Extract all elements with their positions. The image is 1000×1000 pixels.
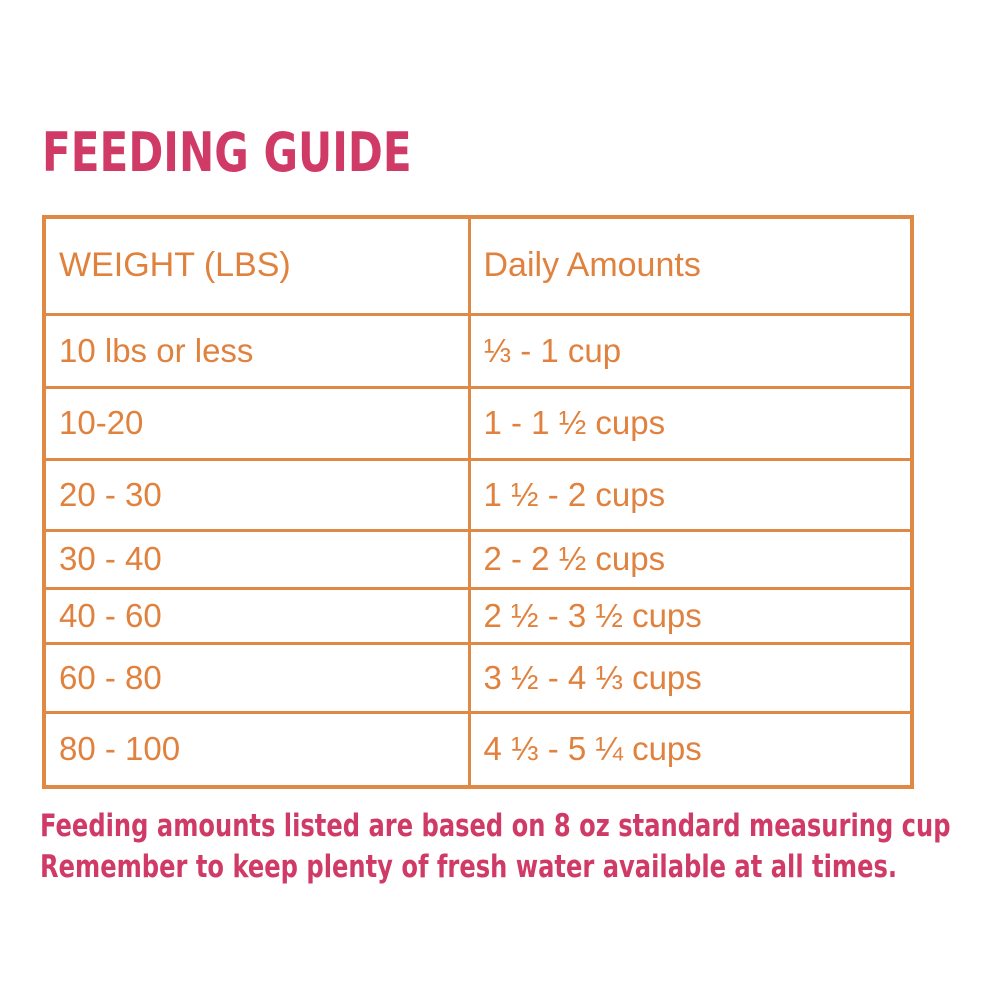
- amount-cell: 2 - 2 ½ cups: [467, 528, 914, 590]
- footer-line-2: Remember to keep plenty of fresh water a…: [40, 849, 898, 885]
- amounts-column-header: Daily Amounts: [467, 215, 914, 316]
- weight-cell: 10 lbs or less: [42, 312, 471, 389]
- weight-cell: 40 - 60: [42, 586, 471, 645]
- amount-cell: ⅓ - 1 cup: [467, 312, 914, 389]
- footer-line-1: Feeding amounts listed are based on 8 oz…: [40, 808, 951, 844]
- weight-cell: 30 - 40: [42, 528, 471, 590]
- footer-note: Feeding amounts listed are based on 8 oz…: [40, 806, 1000, 888]
- weight-column-header: WEIGHT (LBS): [42, 215, 471, 316]
- amount-cell: 2 ½ - 3 ½ cups: [467, 586, 914, 645]
- table-row: 10 lbs or less ⅓ - 1 cup: [42, 312, 914, 389]
- table-row: 60 - 80 3 ½ - 4 ⅓ cups: [42, 641, 914, 714]
- amount-cell: 1 - 1 ½ cups: [467, 385, 914, 461]
- page-title: FEEDING GUIDE: [42, 126, 516, 180]
- feeding-guide-table: WEIGHT (LBS) Daily Amounts 10 lbs or les…: [42, 215, 914, 789]
- weight-cell: 80 - 100: [42, 710, 471, 789]
- weight-cell: 20 - 30: [42, 457, 471, 532]
- table-row: 40 - 60 2 ½ - 3 ½ cups: [42, 586, 914, 645]
- amount-cell: 4 ⅓ - 5 ¼ cups: [467, 710, 914, 789]
- amount-cell: 1 ½ - 2 cups: [467, 457, 914, 532]
- page-title-text: FEEDING GUIDE: [42, 121, 412, 184]
- amount-cell: 3 ½ - 4 ⅓ cups: [467, 641, 914, 714]
- table-row: 20 - 30 1 ½ - 2 cups: [42, 457, 914, 532]
- table-body: 10 lbs or less ⅓ - 1 cup 10-20 1 - 1 ½ cups…: [42, 312, 914, 789]
- table-row: 80 - 100 4 ⅓ - 5 ¼ cups: [42, 710, 914, 789]
- weight-cell: 60 - 80: [42, 641, 471, 714]
- table-row: 30 - 40 2 - 2 ½ cups: [42, 528, 914, 590]
- weight-cell: 10-20: [42, 385, 471, 461]
- table-header-row: WEIGHT (LBS) Daily Amounts: [42, 215, 914, 316]
- table-row: 10-20 1 - 1 ½ cups: [42, 385, 914, 461]
